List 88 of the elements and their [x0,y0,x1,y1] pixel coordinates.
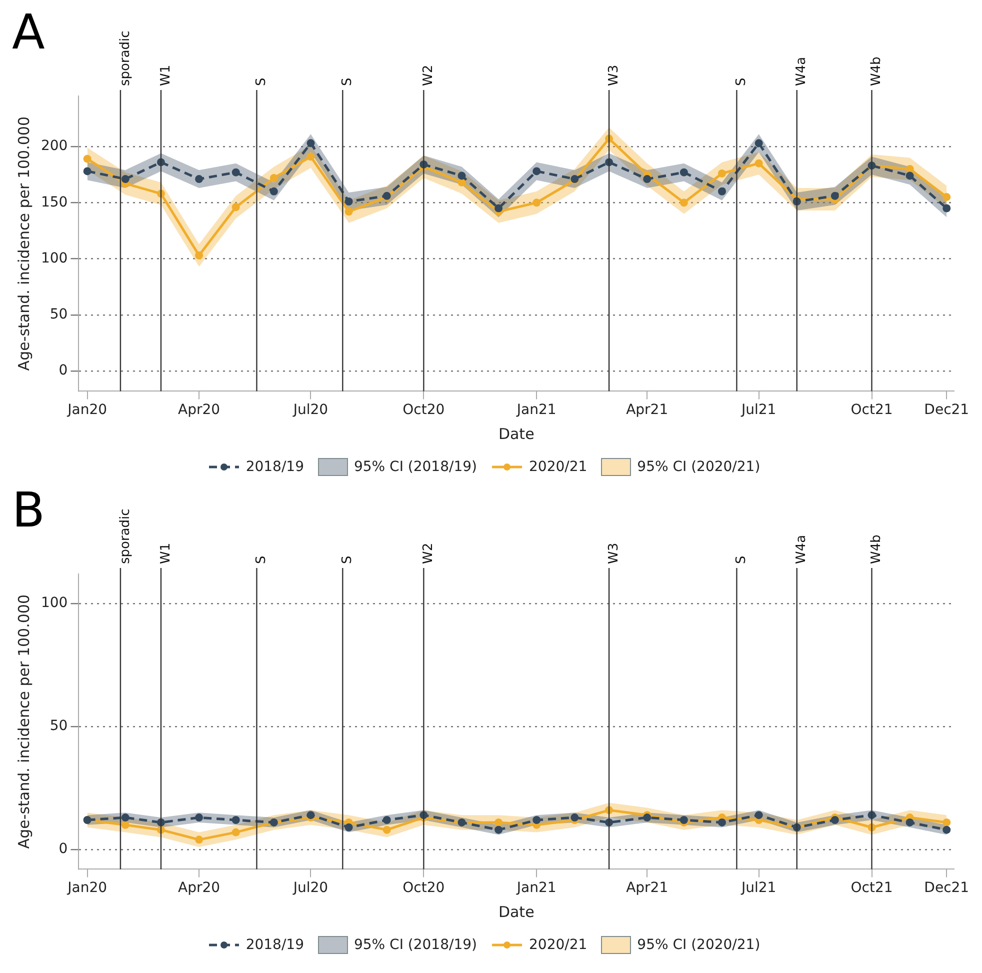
point [532,198,541,207]
point [680,198,688,207]
x-tick-label: Jan20 [66,402,108,418]
x-tick-label: Jul21 [740,402,776,418]
y-tick-label: 50 [50,718,68,734]
legend-label: 2018/19 [246,937,304,953]
text: 95% CI (2020/21) [637,937,760,953]
ref-line-label: W2 [421,64,436,86]
text: 95% CI (2020/21) [637,459,760,475]
y-tick-label: 200 [40,138,68,154]
ref-line-label: W4b [869,56,884,86]
text: 95% CI (2018/19) [354,459,477,475]
ref-line-label: W3 [606,542,622,564]
ref-line-label: S [340,78,356,86]
ref-line-label: S [734,556,750,564]
ref-line-label: W2 [421,542,436,564]
x-tick-label: Apr20 [178,402,220,418]
point [270,187,278,196]
ref-line-label: W4b [869,534,884,564]
point [121,175,130,184]
x-tick-label: Apr20 [178,880,220,896]
y-tick-label: 0 [58,362,68,379]
point [458,178,466,186]
x-tick-label: Dec21 [924,402,970,418]
point [270,174,278,182]
ref-line-label: W1 [158,542,174,564]
y-tick-label: 100 [40,250,68,266]
x-tick-label: Oct20 [402,402,445,418]
ref-line-label: S [734,78,750,86]
point [344,208,353,216]
x-tick-label: Dec21 [924,880,970,896]
point [942,204,951,212]
x-tick-label: Jan21 [516,402,556,418]
ref-line-label: W3 [606,64,622,86]
x-tick-label: Jan21 [516,880,556,896]
point [232,203,240,212]
point [458,172,466,180]
legend-label: 2018/19 [246,459,304,475]
x-tick-label: Apr21 [626,880,668,896]
x-tick-label: Jul21 [740,880,776,896]
ref-line-label: S [254,78,270,86]
point [83,167,92,176]
x-tick-label: Jul20 [292,880,328,896]
x-tick-label: Apr21 [626,402,668,418]
ref-line-label: sporadic [118,508,133,564]
y-axis-title: Age-stand. incidence per 100.000 [14,116,33,371]
x-axis-title: Date [498,902,534,921]
y-axis-title: Age-stand. incidence per 100.000 [14,594,33,849]
point [195,251,204,260]
x-tick-label: Oct21 [850,880,893,896]
point [494,204,503,212]
point [195,175,204,184]
ref-line-label: S [254,556,270,564]
point [906,172,914,180]
y-tick-label: 100 [40,595,68,612]
ref-line-label: sporadic [118,30,133,86]
point [680,168,688,176]
point [718,169,726,178]
text: 95% CI (2018/19) [354,937,477,953]
point [718,187,726,196]
x-tick-label: Oct21 [850,402,893,418]
legend-label: 2020/21 [529,459,588,475]
chart-title: A [12,4,45,60]
point [906,164,914,173]
y-tick-label: 50 [50,306,68,323]
x-tick-label: Jan20 [66,880,108,896]
point [306,152,315,161]
x-tick-label: Jul20 [292,402,328,418]
ref-line-label: W4a [794,534,810,564]
point [942,193,951,202]
ref-line-label: S [340,556,356,564]
x-tick-label: Oct20 [402,880,445,896]
point [344,198,353,206]
point [754,139,763,148]
point [532,167,541,176]
y-tick-label: 0 [58,841,68,858]
chart-title: B [12,482,45,538]
y-tick-label: 150 [40,194,68,210]
point [306,139,315,148]
ref-line-label: W1 [158,64,174,86]
legend-label: 2020/21 [529,937,588,953]
point [643,175,652,184]
point [754,159,763,168]
ref-line-label: W4a [794,56,810,86]
point [830,192,839,200]
point [232,168,240,176]
x-axis-title: Date [498,424,534,443]
point [83,154,92,163]
